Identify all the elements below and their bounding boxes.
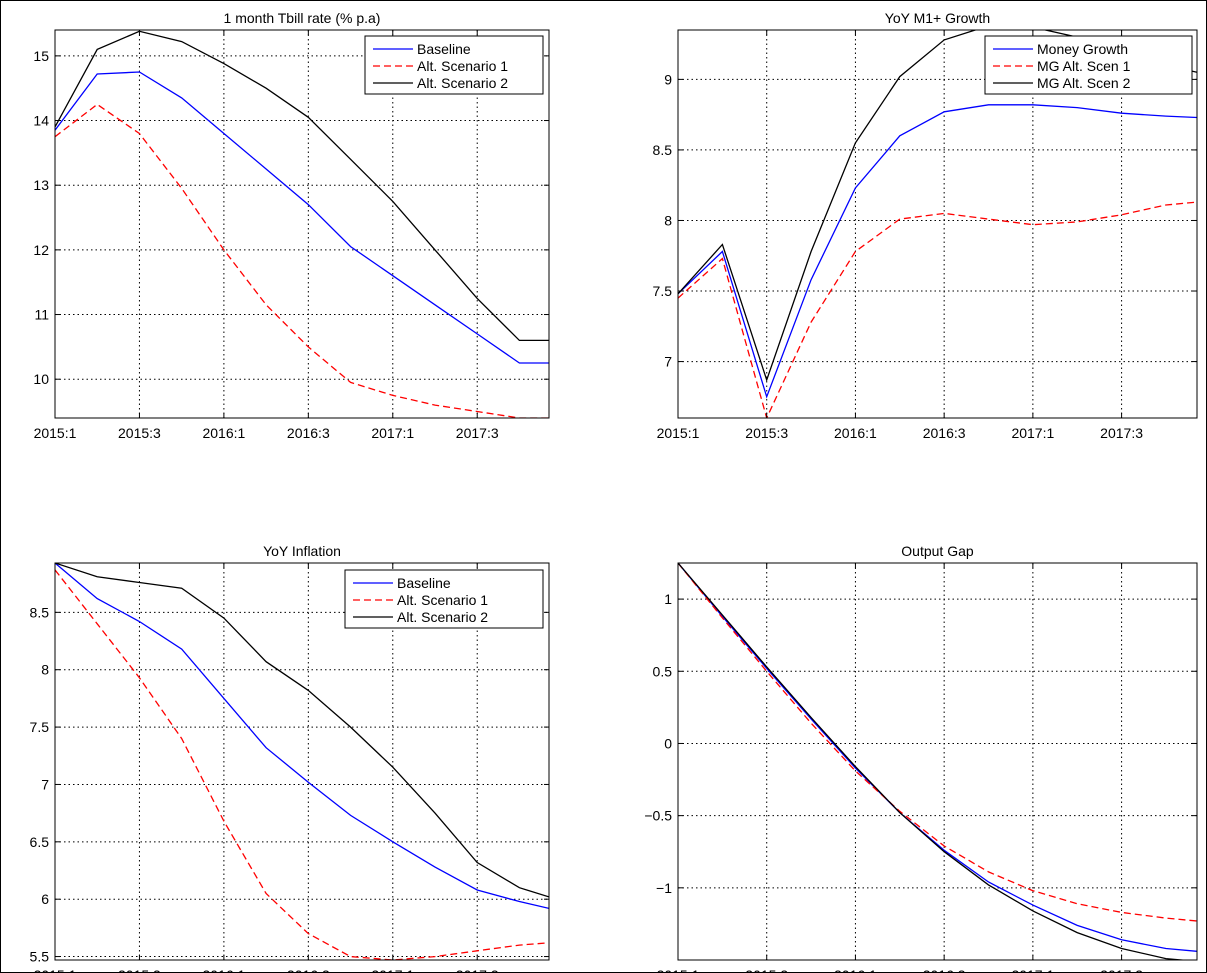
series-line-1 <box>55 563 549 910</box>
chart-panel-3: 2015:1 2015:3 2016:1 2016:3 2017:1 2017:3 5.5 6… <box>30 543 550 973</box>
y-tick-label: 8 <box>41 662 49 678</box>
x-tick-label: 2016:1 <box>834 967 877 973</box>
y-tick-label: 7.5 <box>653 283 673 299</box>
legend-label: Alt. Scenario 2 <box>397 609 488 625</box>
plot-background <box>678 30 1197 418</box>
series-line-2 <box>678 563 1197 922</box>
chart-panel-2: 2015:1 2015:3 2016:1 2016:3 2017:1 2017:3 7 7.5… <box>653 10 1198 441</box>
chart-panel-4: 2015:1 2015:3 2016:1 2016:3 2017:1 2017:3 −1 −0… <box>644 543 1198 973</box>
series-line-2 <box>55 569 549 960</box>
y-tick-label: −1 <box>656 880 672 896</box>
plot-background <box>55 30 549 418</box>
y-tick-label: 15 <box>33 48 49 64</box>
series-line-1 <box>55 71 549 364</box>
y-tick-label: 7.5 <box>30 719 50 735</box>
x-tick-label: 2017:1 <box>1011 967 1054 973</box>
y-tick-label: 13 <box>33 177 49 193</box>
x-tick-label: 2017:1 <box>371 967 414 973</box>
x-tick-label: 2016:1 <box>202 425 245 441</box>
legend-label: Alt. Scenario 2 <box>417 75 508 91</box>
x-tick-label: 2017:3 <box>1100 425 1143 441</box>
y-tick-label: 9 <box>664 71 672 87</box>
legend-label: Money Growth <box>1037 41 1128 57</box>
y-tick-label: 6 <box>41 891 49 907</box>
y-tick-label: 14 <box>33 113 49 129</box>
y-tick-label: 5.5 <box>30 949 50 965</box>
chart-title: Output Gap <box>901 543 974 559</box>
series-group <box>55 563 549 960</box>
series-line-1 <box>678 563 1197 952</box>
plot-background <box>55 563 549 960</box>
x-tick-label: 2017:1 <box>1011 425 1054 441</box>
x-tick-label: 2015:3 <box>118 425 161 441</box>
plot-border <box>54 562 550 961</box>
legend-label: Baseline <box>417 41 471 57</box>
x-tick-label: 2015:3 <box>118 967 161 973</box>
x-tick-label: 2016:3 <box>923 967 966 973</box>
x-tick-label: 2016:3 <box>287 967 330 973</box>
x-tick-label: 2015:1 <box>34 425 77 441</box>
y-tick-label: 8.5 <box>653 142 673 158</box>
x-tick-label: 2015:1 <box>34 967 77 973</box>
series-line-2 <box>55 103 549 418</box>
series-line-1 <box>678 104 1197 399</box>
chart-panel-1: 2015:1 2015:3 2016:1 2016:3 2017:1 2017:3 10 11… <box>33 10 550 441</box>
x-tick-label: 2015:1 <box>657 967 700 973</box>
chart-title: 1 month Tbill rate (% p.a) <box>224 10 381 26</box>
x-tick-label: 2017:3 <box>456 967 499 973</box>
plot-border <box>54 29 550 419</box>
x-tick-label: 2016:3 <box>287 425 330 441</box>
x-tick-label: 2016:3 <box>923 425 966 441</box>
y-tick-label: 7 <box>41 776 49 792</box>
x-tick-label: 2016:1 <box>202 967 245 973</box>
y-tick-label: 6.5 <box>30 834 50 850</box>
y-tick-label: 11 <box>34 307 49 323</box>
y-tick-label: 12 <box>33 242 49 258</box>
plot-border <box>677 562 1198 961</box>
x-tick-label: 2015:1 <box>657 425 700 441</box>
x-tick-label: 2017:3 <box>1100 967 1143 973</box>
y-tick-label: 10 <box>33 371 49 387</box>
y-tick-label: 8.5 <box>30 604 50 620</box>
legend-label: Alt. Scenario 1 <box>397 592 488 608</box>
legend-box <box>984 35 1193 95</box>
y-tick-label: 1 <box>664 591 672 607</box>
x-tick-label: 2016:1 <box>834 425 877 441</box>
plot-border <box>677 29 1198 419</box>
y-tick-label: 0 <box>664 735 672 751</box>
series-line-3 <box>55 563 549 898</box>
x-tick-label: 2017:3 <box>456 425 499 441</box>
legend-box <box>364 35 544 95</box>
legend-box <box>344 569 544 629</box>
legend-label: Baseline <box>397 575 451 591</box>
x-tick-label: 2015:3 <box>745 967 788 973</box>
legend-label: MG Alt. Scen 2 <box>1037 75 1131 91</box>
y-tick-label: −0.5 <box>644 808 672 824</box>
chart-title: YoY Inflation <box>263 543 341 559</box>
series-line-3 <box>678 563 1189 960</box>
y-tick-label: 0.5 <box>653 663 673 679</box>
plot-background <box>678 563 1197 960</box>
x-tick-label: 2017:1 <box>371 425 414 441</box>
chart-title: YoY M1+ Growth <box>885 10 990 26</box>
y-tick-label: 8 <box>664 212 672 228</box>
legend-label: Alt. Scenario 1 <box>417 58 508 74</box>
x-tick-label: 2015:3 <box>745 425 788 441</box>
y-tick-label: 7 <box>664 354 672 370</box>
legend-label: MG Alt. Scen 1 <box>1037 58 1131 74</box>
series-group <box>678 563 1197 960</box>
